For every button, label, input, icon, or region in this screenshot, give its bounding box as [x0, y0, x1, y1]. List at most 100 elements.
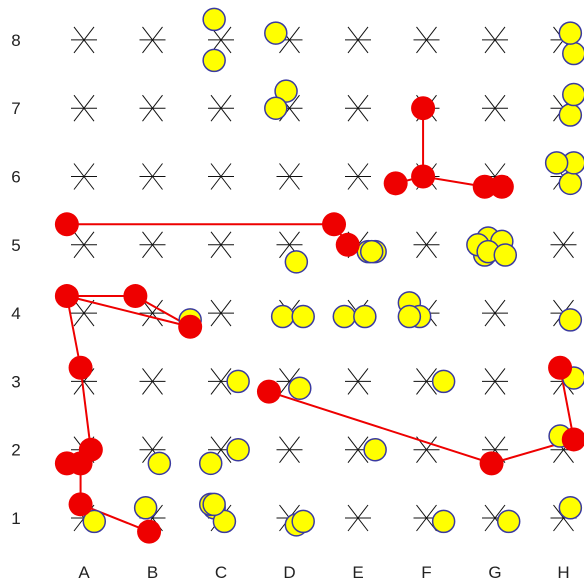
point-A4[interactable]	[71, 299, 97, 327]
red-piece[interactable]	[548, 355, 573, 380]
point-E1[interactable]	[345, 504, 371, 532]
point-C4[interactable]	[208, 299, 234, 327]
yellow-piece[interactable]	[202, 492, 226, 517]
row-label-1: 1	[11, 509, 20, 528]
red-piece[interactable]	[178, 314, 203, 339]
point-D6[interactable]	[276, 163, 303, 190]
row-label-4: 4	[11, 304, 20, 323]
point-C5[interactable]	[208, 231, 234, 259]
red-piece[interactable]	[411, 96, 436, 121]
yellow-piece[interactable]	[291, 509, 315, 534]
point-C7[interactable]	[208, 94, 234, 122]
yellow-piece[interactable]	[202, 7, 226, 32]
red-pieces	[54, 96, 584, 544]
yellow-piece[interactable]	[147, 451, 172, 476]
red-piece[interactable]	[54, 212, 79, 237]
yellow-piece[interactable]	[431, 509, 456, 534]
yellow-piece[interactable]	[363, 437, 387, 462]
yellow-piece[interactable]	[562, 82, 584, 107]
red-piece[interactable]	[123, 284, 148, 309]
point-A8[interactable]	[71, 26, 97, 54]
red-piece[interactable]	[54, 451, 79, 476]
point-E7[interactable]	[345, 94, 371, 122]
point-F2[interactable]	[413, 436, 440, 464]
point-G3[interactable]	[482, 368, 508, 395]
yellow-piece[interactable]	[496, 509, 521, 534]
row-label-6: 6	[11, 168, 20, 187]
yellow-piece[interactable]	[558, 103, 583, 127]
yellow-piece[interactable]	[493, 243, 518, 267]
point-A5[interactable]	[71, 231, 97, 259]
yellow-piece[interactable]	[202, 48, 226, 73]
point-E3[interactable]	[345, 368, 371, 395]
red-line-0	[66, 223, 349, 246]
yellow-piece[interactable]	[288, 376, 312, 400]
point-F5[interactable]	[413, 231, 440, 259]
column-label-H: H	[557, 563, 569, 582]
point-C8[interactable]	[208, 26, 234, 54]
red-piece[interactable]	[256, 379, 281, 404]
yellow-piece[interactable]	[198, 451, 223, 476]
column-labels: A B C D E F G H	[78, 563, 569, 582]
point-H5[interactable]	[550, 231, 577, 259]
yellow-pieces	[82, 7, 584, 537]
yellow-piece[interactable]	[133, 496, 158, 520]
point-D2[interactable]	[276, 436, 303, 464]
point-B3[interactable]	[139, 368, 166, 395]
point-B7[interactable]	[139, 94, 166, 122]
row-label-2: 2	[11, 441, 20, 460]
red-piece[interactable]	[561, 427, 584, 452]
point-E6[interactable]	[345, 163, 371, 190]
point-E8[interactable]	[345, 26, 371, 54]
red-piece[interactable]	[411, 164, 436, 189]
yellow-piece[interactable]	[558, 171, 583, 196]
yellow-piece[interactable]	[226, 437, 250, 462]
red-piece[interactable]	[489, 174, 514, 199]
point-B6[interactable]	[139, 163, 166, 190]
red-piece[interactable]	[68, 355, 93, 380]
point-A6[interactable]	[71, 163, 97, 190]
board-grid	[71, 26, 577, 532]
column-label-A: A	[78, 563, 90, 582]
yellow-piece[interactable]	[264, 96, 288, 120]
red-piece[interactable]	[322, 212, 347, 237]
yellow-piece[interactable]	[332, 304, 357, 329]
point-F8[interactable]	[413, 26, 440, 54]
yellow-piece[interactable]	[558, 21, 583, 45]
red-piece[interactable]	[479, 451, 504, 476]
column-label-C: C	[215, 563, 227, 582]
point-G7[interactable]	[482, 94, 508, 122]
row-label-7: 7	[11, 99, 20, 118]
yellow-piece[interactable]	[353, 304, 377, 329]
yellow-piece[interactable]	[359, 239, 384, 264]
column-label-B: B	[147, 563, 158, 582]
yellow-piece[interactable]	[264, 21, 288, 45]
red-piece[interactable]	[335, 232, 360, 257]
yellow-piece[interactable]	[562, 41, 584, 66]
yellow-piece[interactable]	[82, 509, 107, 534]
yellow-piece[interactable]	[397, 304, 422, 329]
yellow-piece[interactable]	[212, 509, 237, 534]
yellow-piece[interactable]	[270, 304, 295, 329]
yellow-piece[interactable]	[558, 308, 583, 332]
red-piece[interactable]	[68, 492, 93, 517]
point-B5[interactable]	[139, 231, 166, 259]
yellow-piece[interactable]	[226, 369, 250, 394]
yellow-piece[interactable]	[544, 151, 569, 175]
yellow-piece[interactable]	[558, 496, 583, 520]
red-piece[interactable]	[383, 171, 408, 196]
point-G8[interactable]	[482, 26, 508, 54]
yellow-piece[interactable]	[274, 79, 298, 103]
yellow-piece[interactable]	[291, 304, 315, 329]
point-G4[interactable]	[482, 299, 508, 327]
red-piece[interactable]	[137, 519, 162, 544]
point-B8[interactable]	[139, 26, 166, 54]
red-piece[interactable]	[472, 174, 497, 199]
point-B4[interactable]	[139, 299, 166, 327]
yellow-piece[interactable]	[284, 250, 309, 274]
point-C6[interactable]	[208, 163, 234, 190]
row-label-8: 8	[11, 31, 20, 50]
yellow-piece[interactable]	[431, 369, 456, 394]
red-piece[interactable]	[54, 284, 79, 309]
point-A7[interactable]	[71, 94, 97, 122]
